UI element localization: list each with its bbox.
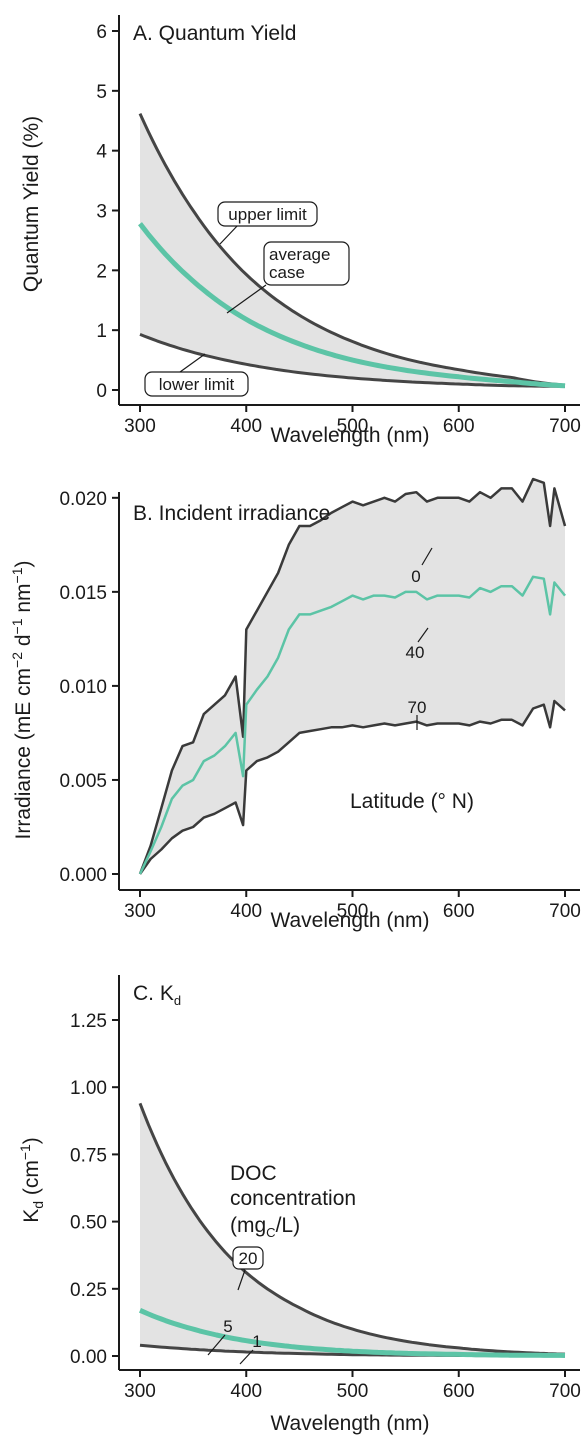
panel-a-title: A. Quantum Yield xyxy=(133,22,296,45)
panel-b-legend-title: Latitude (° N) xyxy=(350,790,474,813)
panel-b: 300 400 500 600 7000.0000.0050.0100.0150.020… xyxy=(9,477,581,932)
x-tick-label: 700 xyxy=(549,901,581,922)
y-tick-label: 0.005 xyxy=(59,771,107,792)
panel-b-range-band xyxy=(140,479,565,874)
panel-c-1-leader xyxy=(239,1349,254,1365)
x-tick-label: 300 xyxy=(124,416,156,437)
panel-c-5-leader xyxy=(207,1334,226,1356)
panel-a-average-label-2: case xyxy=(269,263,305,282)
x-tick-label: 600 xyxy=(443,901,475,922)
panel-c-doc-label-2: concentration xyxy=(230,1187,356,1210)
y-tick-label: 3 xyxy=(96,202,107,223)
y-tick-label: 0.015 xyxy=(59,583,107,604)
panel-c-1-label: 1 xyxy=(252,1332,261,1351)
y-tick-label: 0.25 xyxy=(70,1280,107,1301)
panel-a-x-axis-title: Wavelength (nm) xyxy=(270,424,429,447)
y-tick-label: 5 xyxy=(96,82,107,103)
panel-a-upper-leader xyxy=(219,223,240,245)
x-tick-label: 700 xyxy=(549,1381,581,1402)
panel-c-range-band xyxy=(140,1103,565,1356)
panel-c-doc-5-line xyxy=(138,1308,566,1358)
y-tick-label: 6 xyxy=(96,22,107,43)
panel-a-average-case-line xyxy=(138,222,566,389)
x-tick-label: 500 xyxy=(337,416,369,437)
panel-c-20-label-box xyxy=(232,1246,264,1270)
panel-b-x-axis-title: Wavelength (nm) xyxy=(270,909,429,932)
y-tick-label: 0.010 xyxy=(59,677,107,698)
x-tick-label: 400 xyxy=(230,901,262,922)
panel-c: 300 400 500 600 7000.000.250.500.751.001.25 … xyxy=(17,975,581,1435)
y-tick-label: 1.25 xyxy=(70,1011,107,1032)
panel-a-average-leader xyxy=(226,284,267,314)
y-tick-label: 4 xyxy=(96,142,107,163)
panel-a-upper-label-box xyxy=(217,201,318,227)
x-tick-label: 300 xyxy=(124,901,156,922)
panel-b-y-axis-title: Irradiance (mE cm−2 d−1 nm−1) xyxy=(9,561,35,840)
panel-c-y-axis-title: Kd (cm−1) xyxy=(17,1137,46,1223)
y-tick-label: 0 xyxy=(96,381,107,402)
y-tick-label: 1.00 xyxy=(70,1078,107,1099)
y-tick-label: 0.020 xyxy=(59,489,107,510)
panel-b-latitude-70-line xyxy=(138,699,566,875)
panel-b-lat40-label: 40 xyxy=(406,643,425,662)
y-tick-label: 0.000 xyxy=(59,865,107,886)
panel-a-lower-label-box xyxy=(144,371,249,397)
y-tick-label: 1 xyxy=(96,321,107,342)
panel-c-ticks: 300 400 500 600 700 0.00 0.25 0.50 0.75 1.00 1.25 xyxy=(70,1011,581,1402)
panel-a-range-band xyxy=(140,113,565,387)
x-tick-label: 600 xyxy=(443,1381,475,1402)
panel-a-lower-leader xyxy=(179,353,206,373)
x-tick-label: 500 xyxy=(337,901,369,922)
panel-b-lat70-label: 70 xyxy=(408,698,427,717)
panel-a-ticks: 300 400 500 600 700 0 1 2 3 4 5 6 xyxy=(96,22,580,437)
y-tick-label: 0.50 xyxy=(70,1213,107,1234)
panel-b-latitude-0-line xyxy=(138,477,567,875)
panel-c-x-axis-title: Wavelength (nm) xyxy=(270,1412,429,1435)
panel-a-lower-label: lower limit xyxy=(159,375,235,394)
panel-a-lower-limit-line xyxy=(139,333,565,388)
panel-c-title: C. Kd xyxy=(133,982,181,1008)
panel-c-5-label: 5 xyxy=(223,1317,232,1336)
x-tick-label: 400 xyxy=(230,1381,262,1402)
x-tick-label: 600 xyxy=(443,416,475,437)
panel-c-doc-20-line xyxy=(138,1102,566,1356)
panel-a-average-label-box xyxy=(263,241,350,286)
x-tick-label: 700 xyxy=(549,416,581,437)
y-tick-label: 2 xyxy=(96,261,107,282)
x-tick-label: 500 xyxy=(337,1381,369,1402)
panel-a-y-axis-title: Quantum Yield (%) xyxy=(20,116,43,292)
panel-a-upper-label: upper limit xyxy=(228,205,307,224)
panel-c-20-leader xyxy=(237,1269,246,1291)
panel-c-20-label: 20 xyxy=(239,1249,258,1268)
y-tick-label: 0.75 xyxy=(70,1145,107,1166)
panel-b-latitude-40-line xyxy=(138,575,566,875)
panel-b-title: B. Incident irradiance xyxy=(133,502,330,525)
x-tick-label: 400 xyxy=(230,416,262,437)
panel-b-lat40-leader xyxy=(417,627,429,643)
panel-b-lat0-label: 0 xyxy=(411,567,420,586)
panel-a-upper-limit-line xyxy=(138,112,566,387)
panel-b-lat0-leader xyxy=(421,547,433,566)
y-tick-label: 0.00 xyxy=(70,1347,107,1368)
panel-c-doc-label-1: DOC xyxy=(230,1162,277,1185)
panel-a-average-label-1: average xyxy=(269,245,330,264)
x-tick-label: 300 xyxy=(124,1381,156,1402)
panel-c-doc-label-3: (mgC/L) xyxy=(230,1214,300,1240)
